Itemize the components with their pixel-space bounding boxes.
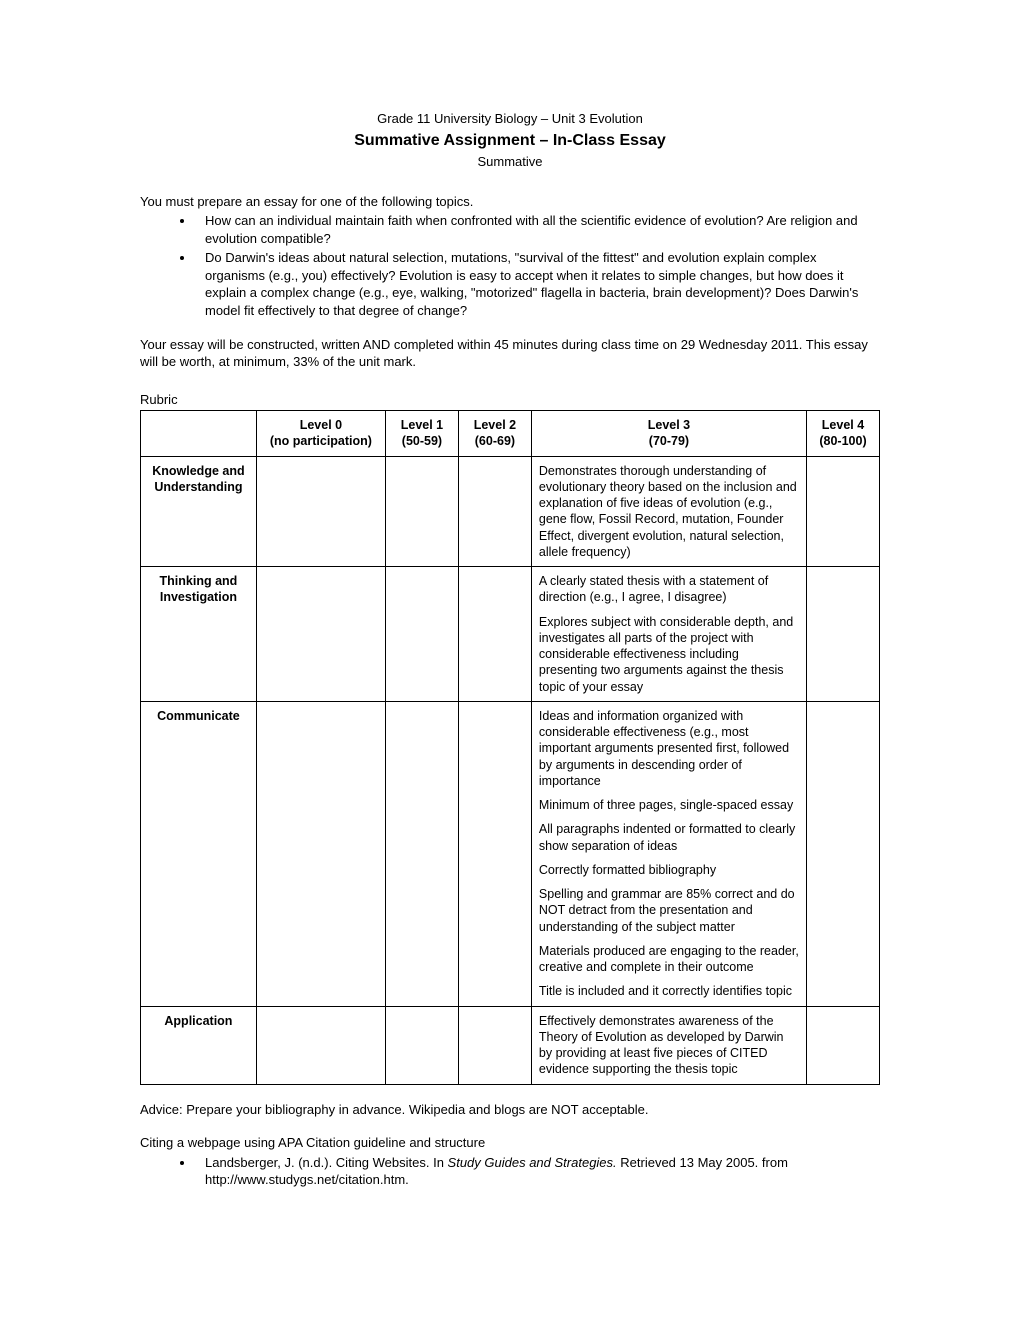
rubric-row-label: Application [141,1006,257,1084]
table-row: Knowledge and Understanding Demonstrates… [141,456,880,567]
advice-text: Advice: Prepare your bibliography in adv… [140,1101,880,1119]
topic-item: How can an individual maintain faith whe… [195,212,880,247]
rubric-cell [256,456,385,567]
intro-text: You must prepare an essay for one of the… [140,193,880,211]
rubric-col-header: Level 3 (70-79) [531,411,806,457]
table-row: Application Effectively demonstrates awa… [141,1006,880,1084]
rubric-row-label: Thinking and Investigation [141,567,257,702]
rubric-cell [458,456,531,567]
citing-list: Landsberger, J. (n.d.). Citing Websites.… [140,1154,880,1189]
header-title: Summative Assignment – In-Class Essay [140,130,880,152]
rubric-cell [806,1006,879,1084]
rubric-table: Level 0 (no participation) Level 1 (50-5… [140,410,880,1085]
rubric-cell [806,567,879,702]
rubric-cell [385,1006,458,1084]
rubric-cell-level3: Demonstrates thorough understanding of e… [531,456,806,567]
rubric-cell [256,1006,385,1084]
rubric-cell [806,701,879,1006]
rubric-cell [385,701,458,1006]
rubric-col-header: Level 4 (80-100) [806,411,879,457]
rubric-cell [256,701,385,1006]
table-row: Thinking and Investigation A clearly sta… [141,567,880,702]
timing-text: Your essay will be constructed, written … [140,336,880,371]
rubric-header-row: Level 0 (no participation) Level 1 (50-5… [141,411,880,457]
rubric-corner-cell [141,411,257,457]
rubric-cell [385,456,458,567]
citing-label: Citing a webpage using APA Citation guid… [140,1134,880,1152]
rubric-label: Rubric [140,391,880,409]
rubric-col-header: Level 1 (50-59) [385,411,458,457]
rubric-cell-level3: Ideas and information organized with con… [531,701,806,1006]
rubric-cell [806,456,879,567]
document-header: Grade 11 University Biology – Unit 3 Evo… [140,110,880,171]
citing-example: Landsberger, J. (n.d.). Citing Websites.… [195,1154,880,1189]
table-row: Communicate Ideas and information organi… [141,701,880,1006]
rubric-col-header: Level 2 (60-69) [458,411,531,457]
rubric-cell-level3: Effectively demonstrates awareness of th… [531,1006,806,1084]
rubric-cell [458,701,531,1006]
rubric-row-label: Communicate [141,701,257,1006]
topic-item: Do Darwin's ideas about natural selectio… [195,249,880,319]
rubric-cell-level3: A clearly stated thesis with a statement… [531,567,806,702]
rubric-col-header: Level 0 (no participation) [256,411,385,457]
rubric-cell [458,1006,531,1084]
rubric-row-label: Knowledge and Understanding [141,456,257,567]
header-type: Summative [140,153,880,171]
rubric-cell [385,567,458,702]
topics-list: How can an individual maintain faith whe… [140,212,880,319]
rubric-cell [256,567,385,702]
rubric-cell [458,567,531,702]
header-subtitle: Grade 11 University Biology – Unit 3 Evo… [140,110,880,128]
